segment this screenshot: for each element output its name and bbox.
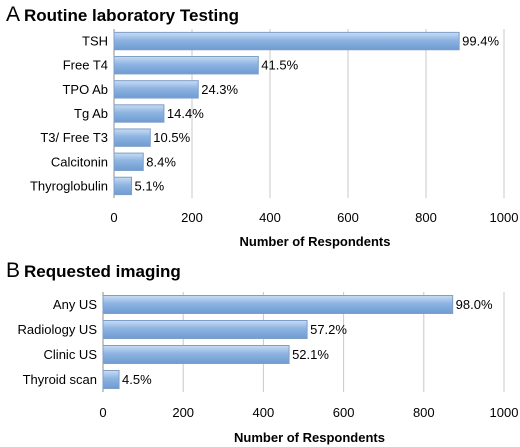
a-category-label: Thyroglobulin [30,178,108,193]
a-x-tick-label: 400 [259,210,281,225]
a-data-label: 24.3% [201,82,238,97]
chart-panel-b: B Requested imaging 0 200 400 600 800 1000 Any … [0,256,520,447]
b-category-label: Thyroid scan [23,372,97,387]
b-category-label: Clinic US [44,347,98,362]
a-x-tick-label: 1000 [490,210,519,225]
b-bar [102,320,308,339]
a-x-tick-label: 600 [337,210,359,225]
chart-panel-a: A Routine laboratory Testing 0 200 400 600 80… [6,3,519,249]
panel-b-letter: B [6,259,21,282]
a-category-label: Calcitonin [51,154,108,169]
chart-a-svg: 0 200 400 600 800 1000 TSH 99.4% Free T4 41.5% TPO… [30,29,519,249]
b-x-tick-label: 0 [99,405,106,420]
panel-a-heading: A Routine laboratory Testing [6,3,239,27]
a-data-label: 5.1% [135,178,165,193]
a-data-label: 14.4% [167,106,204,121]
panel-b-heading: B Requested imaging [6,259,181,283]
b-category-label: Any US [53,297,97,312]
b-x-tick-label: 1000 [490,405,519,420]
b-bar [102,345,290,364]
a-bar [113,31,460,51]
a-category-label: TSH [82,34,108,49]
a-data-label: 8.4% [146,154,176,169]
chart-b-svg: 0 200 400 600 800 1000 Any US 98.0% Radiology US… [18,292,519,445]
a-category-label: TPO Ab [62,82,108,97]
a-bar [113,152,144,171]
a-category-label: Free T4 [63,58,108,73]
panel-a-letter: A [6,3,21,26]
panel-b-title: Requested imaging [24,262,181,281]
b-data-label: 4.5% [122,372,152,387]
a-bar [113,56,259,75]
b-x-tick-label: 400 [253,405,275,420]
a-category-label: T3/ Free T3 [40,130,108,145]
b-bar [102,295,454,314]
b-data-label: 98.0% [456,297,493,312]
a-category-label: Tg Ab [74,106,108,121]
a-data-label: 99.4% [462,34,499,49]
a-data-label: 10.5% [153,130,190,145]
b-x-axis-title: Number of Respondents [234,430,385,445]
a-bar [113,80,199,99]
a-x-tick-label: 800 [415,210,437,225]
a-x-tick-label: 200 [181,210,203,225]
b-category-label: Radiology US [18,322,98,337]
a-data-label: 41.5% [261,58,298,73]
b-data-label: 57.2% [310,322,347,337]
a-x-axis-title: Number of Respondents [240,234,391,249]
b-x-tick-label: 600 [333,405,355,420]
b-x-tick-label: 200 [172,405,194,420]
a-x-tick-label: 0 [110,210,117,225]
b-data-label: 52.1% [292,347,329,362]
a-bar [113,104,165,123]
b-bar [102,370,120,389]
a-bar [113,128,151,147]
b-x-tick-label: 800 [413,405,435,420]
a-bar [113,176,133,196]
panel-a-title: Routine laboratory Testing [24,6,240,25]
